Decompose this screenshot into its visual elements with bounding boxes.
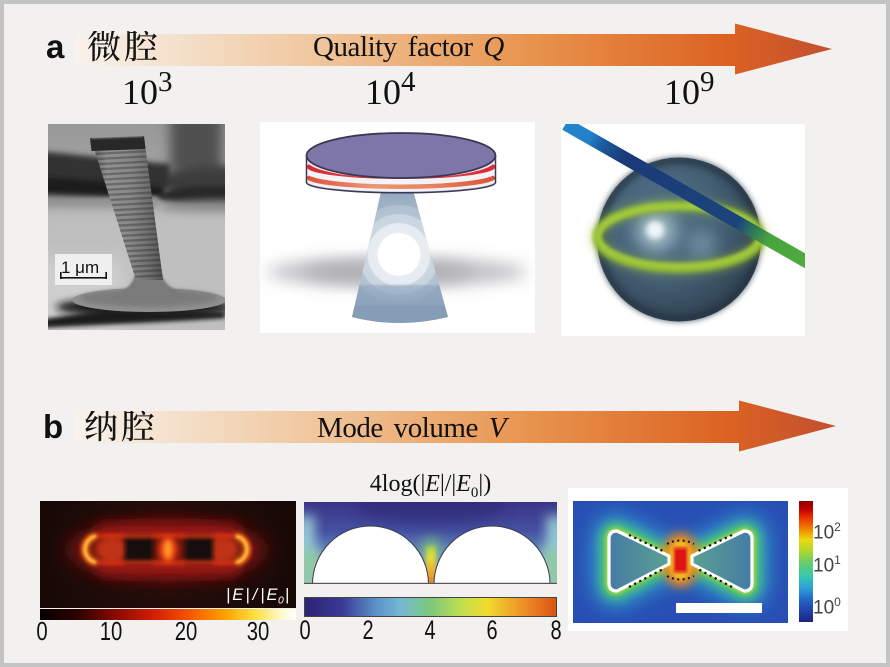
svg-text:1 μm: 1 μm — [61, 258, 99, 277]
